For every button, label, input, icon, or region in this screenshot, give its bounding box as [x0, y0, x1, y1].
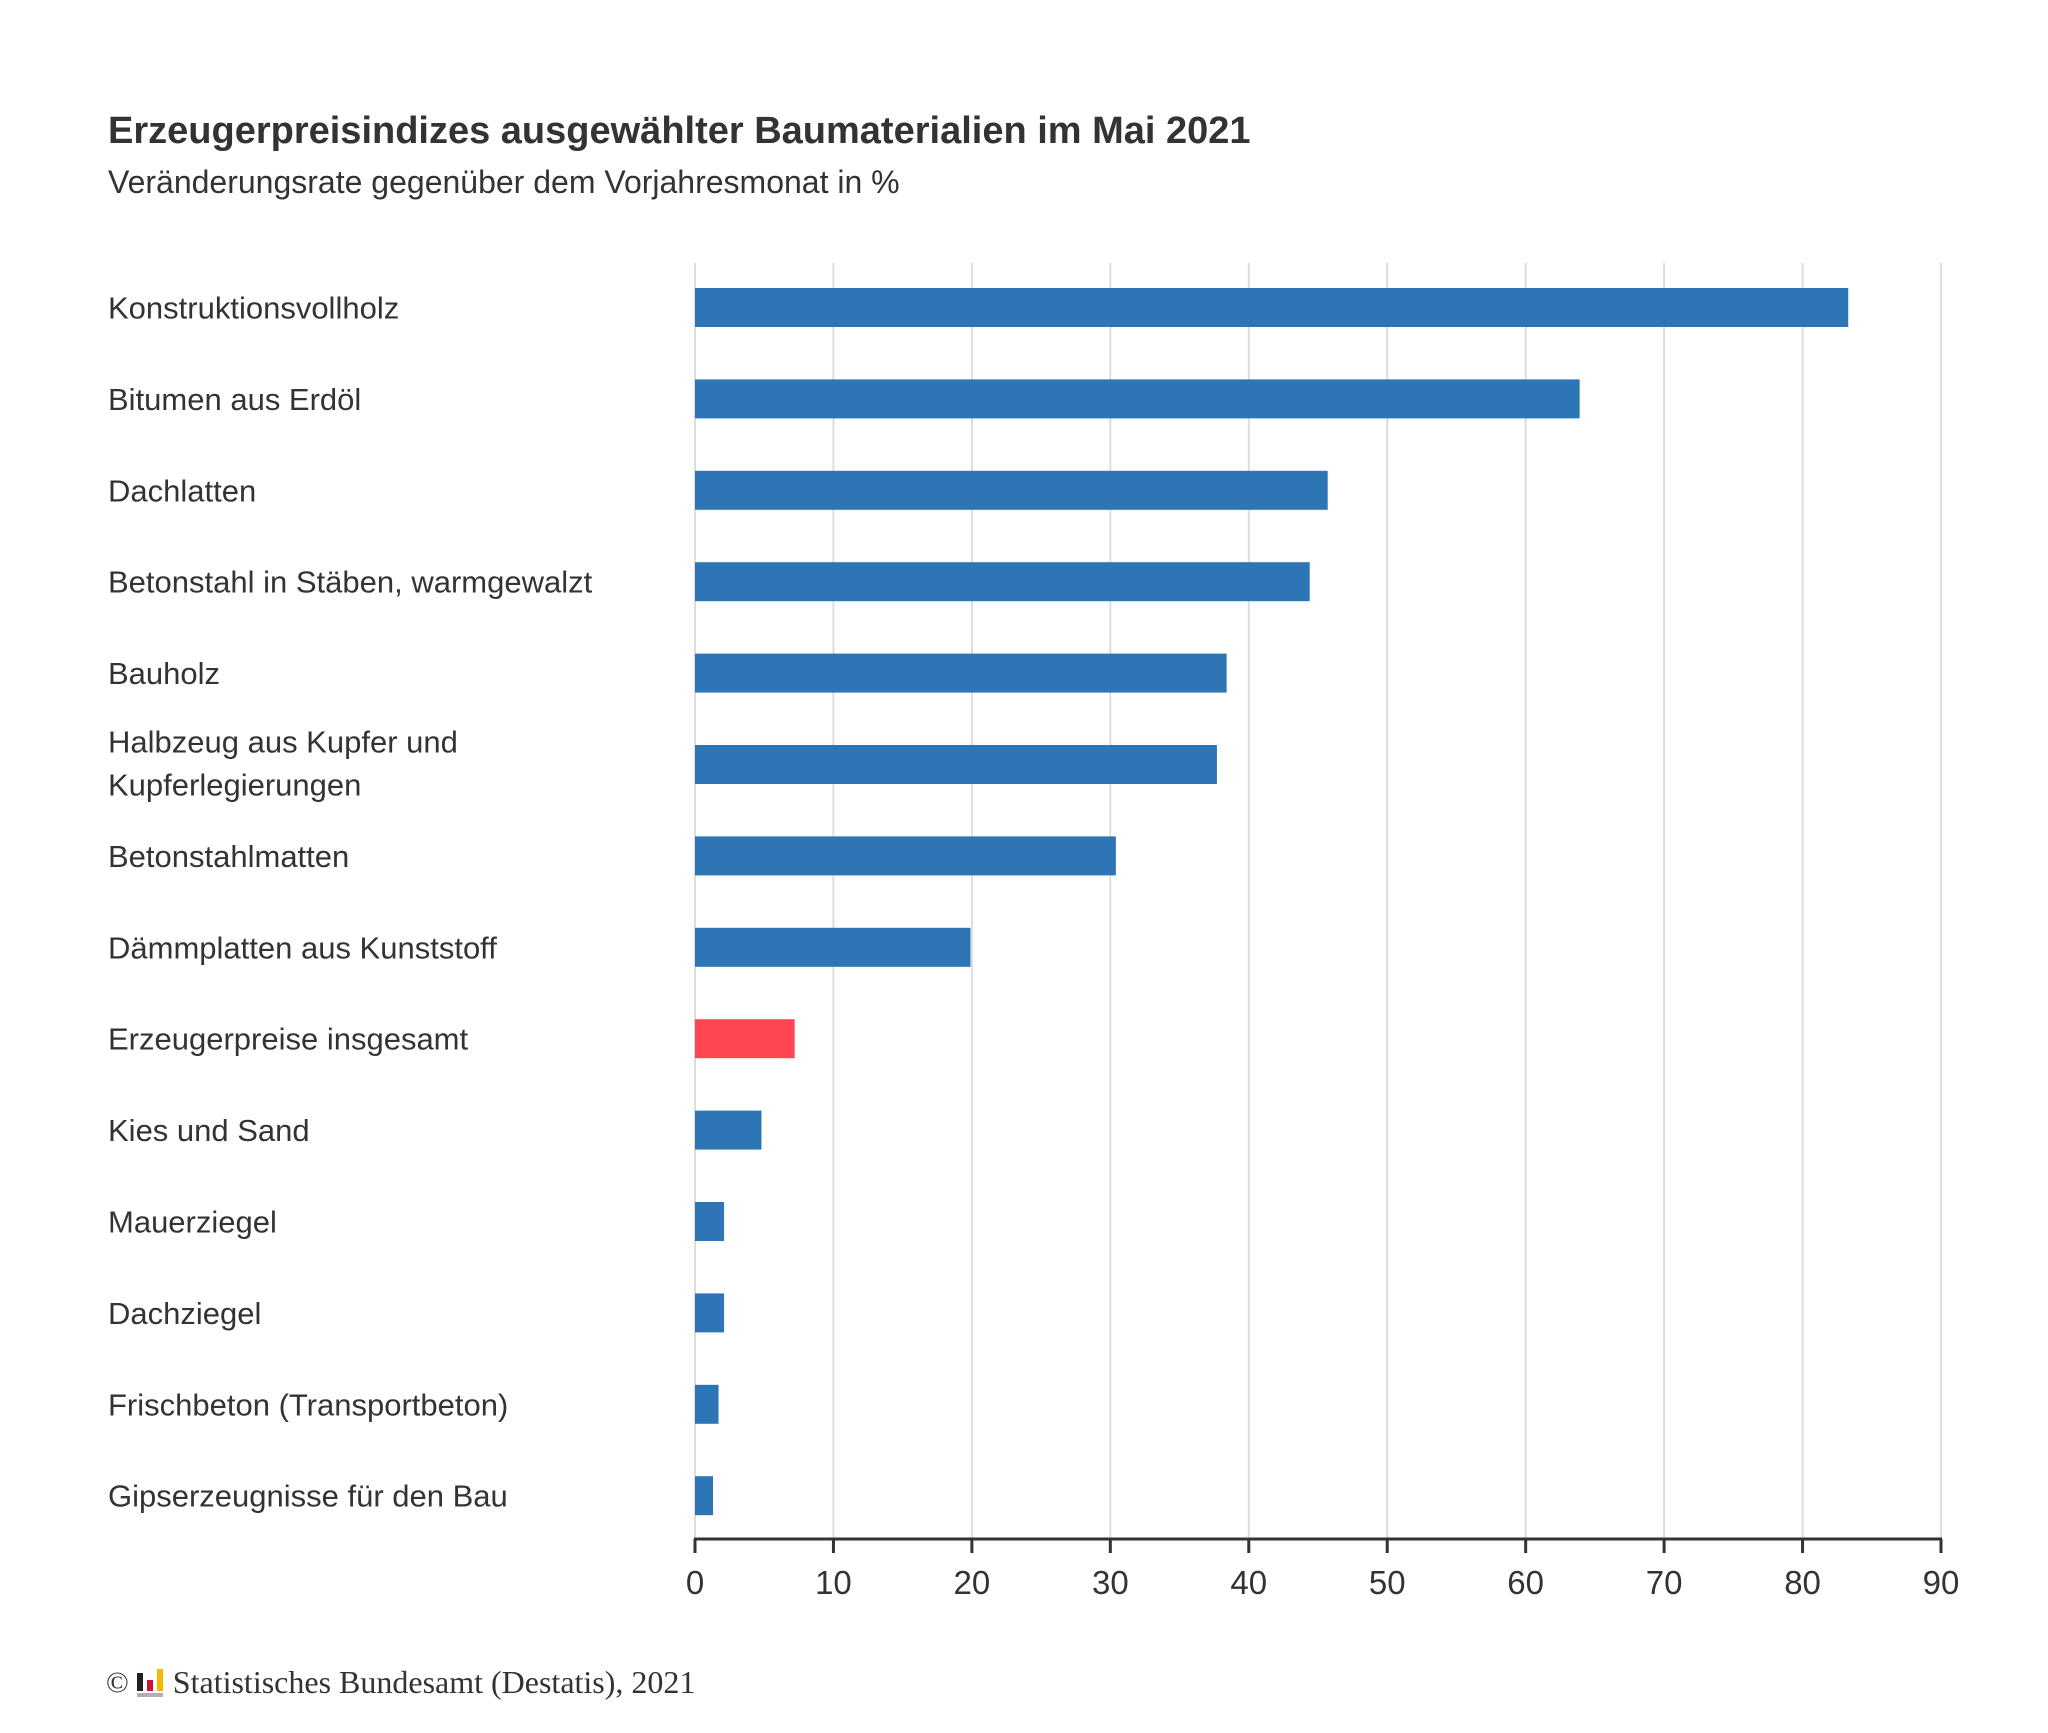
bar — [695, 470, 1328, 510]
bar — [695, 1202, 725, 1241]
bar — [695, 653, 1227, 693]
chart-title: Erzeugerpreisindizes ausgewählter Baumat… — [108, 110, 1251, 152]
bar — [695, 288, 1849, 327]
category-label: Mauerziegel — [108, 1205, 277, 1240]
footer: © Statistisches Bundesamt (Destatis), 20… — [106, 1664, 695, 1701]
category-label: Frischbeton (Transportbeton) — [108, 1387, 508, 1422]
x-tick-label: 40 — [1230, 1564, 1267, 1601]
source-text: Statistisches Bundesamt (Destatis), 2021 — [172, 1664, 696, 1700]
x-tick-label: 50 — [1369, 1564, 1406, 1601]
category-label: Dachlatten — [108, 473, 256, 508]
category-label: Dachziegel — [108, 1296, 261, 1331]
bar — [695, 1384, 719, 1424]
category-label: Dämmplatten aus Kunststoff — [108, 930, 497, 965]
category-label: Kies und Sand — [108, 1113, 310, 1148]
category-label: Gipserzeugnisse für den Bau — [108, 1479, 508, 1514]
x-tick-label: 20 — [954, 1564, 991, 1601]
category-label: Bitumen aus Erdöl — [108, 382, 361, 417]
chart-subtitle: Veränderungsrate gegenüber dem Vorjahres… — [108, 164, 900, 200]
bar — [695, 836, 1116, 876]
category-label: Erzeugerpreise insgesamt — [108, 1022, 469, 1057]
bar — [695, 562, 1310, 602]
x-tick-label: 10 — [815, 1564, 852, 1601]
x-tick-label: 70 — [1646, 1564, 1683, 1601]
x-tick-label: 60 — [1507, 1564, 1544, 1601]
x-tick-label: 90 — [1923, 1564, 1960, 1601]
category-label: Betonstahl in Stäben, warmgewalzt — [108, 565, 593, 600]
bar — [695, 1110, 762, 1150]
bar — [695, 1476, 713, 1516]
bar — [695, 1019, 795, 1059]
copyright-icon: © — [106, 1665, 129, 1699]
bar — [695, 745, 1217, 784]
x-tick-label: 80 — [1784, 1564, 1821, 1601]
category-label: Halbzeug aus Kupfer und Kupferlegierungen — [108, 725, 458, 803]
category-label: Bauholz — [108, 656, 220, 691]
bar — [695, 379, 1580, 419]
bar — [695, 1293, 725, 1333]
bar — [695, 927, 971, 967]
category-label: Betonstahlmatten — [108, 839, 349, 874]
destatis-logo — [136, 1668, 165, 1697]
x-tick-label: 0 — [686, 1564, 704, 1601]
x-tick-label: 30 — [1092, 1564, 1129, 1601]
category-label: Konstruktionsvollholz — [108, 291, 399, 326]
